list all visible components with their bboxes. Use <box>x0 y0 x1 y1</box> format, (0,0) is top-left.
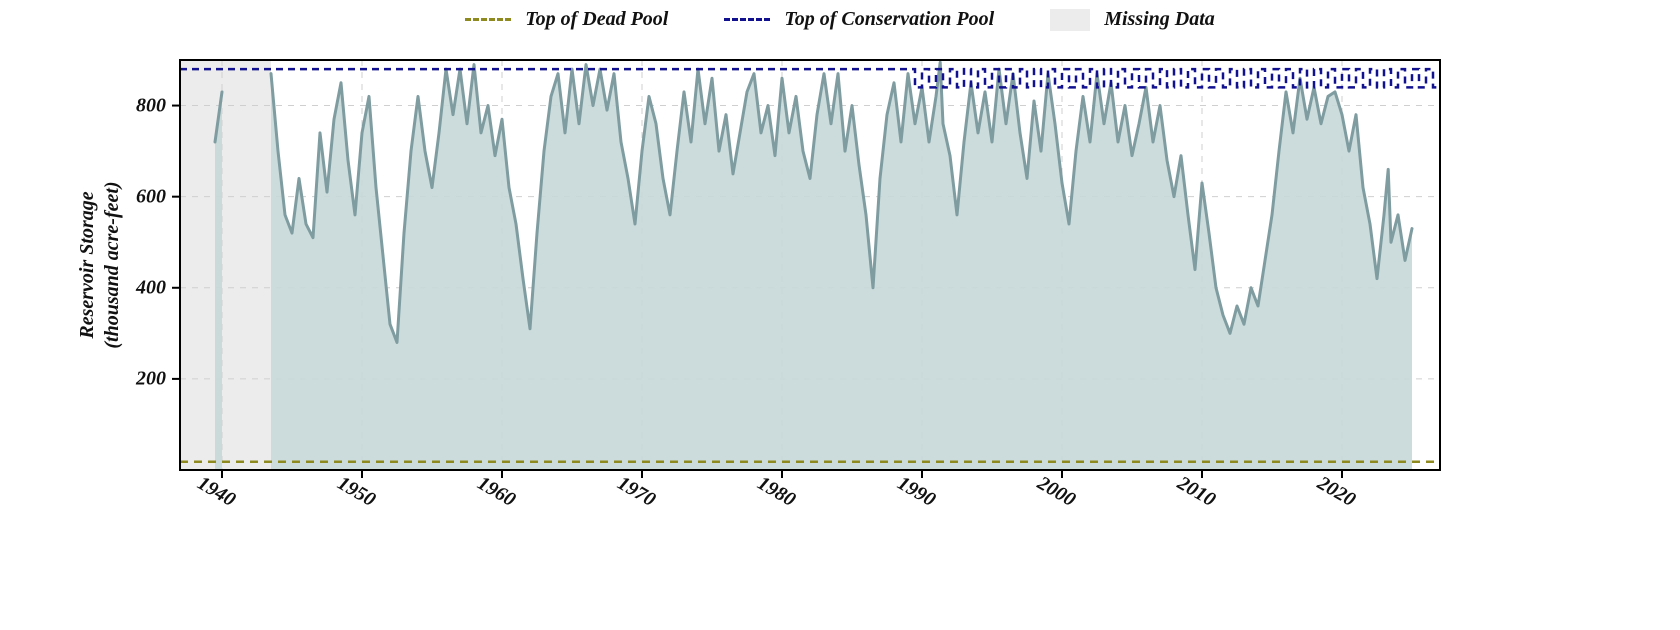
ytick-label: 400 <box>136 276 166 299</box>
missing-data-band <box>180 60 271 470</box>
y-axis-label: Reservoir Storage (thousand acre-feet) <box>75 181 125 348</box>
ytick-label: 200 <box>136 367 166 390</box>
legend-item-conservation-pool: Top of Conservation Pool <box>724 8 994 31</box>
legend-item-missing-data: Missing Data <box>1050 8 1215 31</box>
legend-swatch-conservation-pool <box>724 18 770 21</box>
conservation-pool-line <box>180 69 1440 87</box>
legend-item-dead-pool: Top of Dead Pool <box>465 8 668 31</box>
legend-label-dead-pool: Top of Dead Pool <box>525 8 668 31</box>
ytick-label: 600 <box>136 185 166 208</box>
storage-area <box>215 92 222 470</box>
legend-label-conservation-pool: Top of Conservation Pool <box>784 8 994 31</box>
legend-swatch-missing-data <box>1050 9 1090 31</box>
ytick-label: 800 <box>136 94 166 117</box>
chart-svg <box>0 0 1680 630</box>
chart-container: Top of Dead Pool Top of Conservation Poo… <box>0 0 1680 630</box>
legend: Top of Dead Pool Top of Conservation Poo… <box>0 8 1680 31</box>
legend-label-missing-data: Missing Data <box>1104 8 1215 31</box>
legend-swatch-dead-pool <box>465 18 511 21</box>
